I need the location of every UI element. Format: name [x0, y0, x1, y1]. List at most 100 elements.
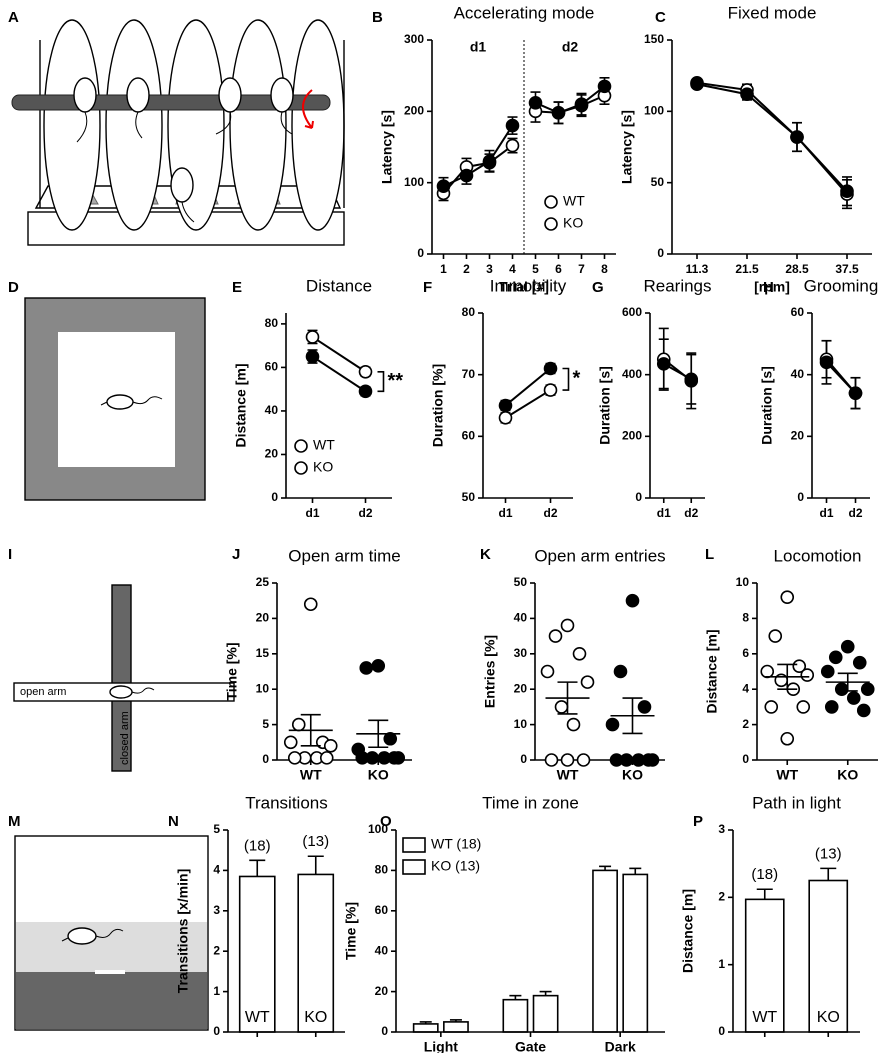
y-tick-label: 4 [742, 681, 749, 695]
legend-label: KO (13) [431, 858, 480, 874]
y-tick-label: 3 [718, 822, 725, 836]
legend-swatch [402, 837, 426, 853]
y-tick-label: 20 [256, 611, 270, 625]
legend-label: WT (18) [431, 836, 481, 852]
panel-letter: D [8, 279, 19, 296]
panel-letter: O [380, 813, 392, 830]
y-tick-label: 0 [797, 490, 804, 504]
chart-title: Rearings [643, 276, 711, 295]
x-tick-label: Dark [605, 1039, 636, 1053]
point [358, 384, 373, 399]
y-axis-label: Time [%] [343, 902, 359, 960]
x-tick-label: d1 [498, 506, 512, 520]
y-tick-label: 5 [213, 822, 220, 836]
y-tick-label: 600 [622, 305, 642, 319]
panel-letter: J [232, 546, 240, 563]
light-zone [16, 922, 207, 972]
point [436, 179, 451, 194]
x-tick-label: 5 [532, 262, 539, 276]
chart-title: Accelerating mode [454, 3, 595, 22]
panel-letter: G [592, 279, 604, 296]
y-tick-label: 50 [651, 175, 665, 189]
y-tick-label: 80 [265, 316, 279, 330]
point [637, 700, 652, 714]
point [840, 184, 854, 199]
legend-swatch [294, 461, 308, 475]
chart-title: Open arm time [288, 546, 400, 565]
point [796, 700, 811, 714]
point [760, 664, 775, 679]
x-tick-label: 6 [555, 262, 562, 276]
n-label: (18) [751, 866, 778, 883]
point [540, 664, 555, 679]
chart-title: Time in zone [482, 793, 579, 812]
point [856, 703, 871, 718]
y-tick-label: 6 [742, 646, 749, 660]
tail [100, 396, 163, 406]
panel-letter: K [480, 546, 491, 563]
point [572, 646, 587, 661]
bar [502, 998, 529, 1033]
y-tick-label: 40 [514, 611, 528, 625]
y-tick-label: 70 [462, 367, 476, 381]
annotation: d1 [470, 39, 487, 55]
x-tick-label: 1 [440, 262, 447, 276]
panel-letter: M [8, 813, 21, 830]
chart-title: Immobility [490, 276, 567, 295]
x-tick-label: d2 [848, 506, 862, 520]
point [505, 138, 520, 153]
point [283, 735, 298, 750]
point [840, 639, 855, 654]
point [846, 691, 861, 705]
point [548, 629, 563, 643]
point [543, 383, 558, 397]
y-axis-label: Distance [m] [704, 629, 720, 713]
x-axis-label: Trial [#] [499, 279, 549, 295]
point [560, 618, 575, 633]
point [551, 105, 566, 120]
point [656, 357, 671, 371]
chart-title: Transitions [245, 793, 328, 812]
y-tick-label: 40 [375, 943, 389, 957]
annotation: d2 [562, 39, 579, 55]
x-tick-label: d2 [543, 506, 557, 520]
x-tick-label: 2 [463, 262, 470, 276]
point [768, 629, 783, 643]
x-tick-label: WT [300, 767, 322, 783]
x-tick-label: 3 [486, 262, 493, 276]
y-tick-label: 0 [657, 246, 664, 260]
point [820, 664, 835, 679]
x-tick-label: WT [557, 767, 579, 783]
point [543, 361, 558, 376]
x-tick-label: KO [368, 767, 389, 783]
y-tick-label: 0 [213, 1024, 220, 1038]
series-line [443, 85, 606, 188]
panel-letter: B [372, 9, 383, 26]
y-tick-label: 0 [742, 752, 749, 766]
panel-letter: L [705, 546, 714, 563]
point [790, 130, 804, 144]
y-tick-label: 2 [213, 943, 220, 957]
point [359, 661, 374, 675]
y-tick-label: 10 [736, 575, 750, 589]
significance-bracket [377, 370, 385, 393]
point [764, 700, 779, 714]
y-tick-label: 200 [404, 104, 424, 118]
point [625, 593, 640, 608]
point [566, 717, 581, 732]
bar-label: WT [245, 1009, 270, 1026]
legend-swatch [544, 195, 558, 209]
x-tick-label: d1 [305, 506, 319, 520]
x-tick-label: 21.5 [735, 262, 759, 276]
y-axis-label: Distance [m] [233, 363, 249, 447]
x-tick-label: WT [776, 767, 798, 783]
point [860, 682, 875, 697]
point [848, 386, 863, 400]
point [371, 659, 386, 673]
x-tick-label: KO [837, 767, 858, 783]
x-tick-label: d1 [819, 506, 833, 520]
point [613, 664, 628, 679]
point [576, 753, 591, 767]
y-tick-label: 2 [742, 717, 749, 731]
